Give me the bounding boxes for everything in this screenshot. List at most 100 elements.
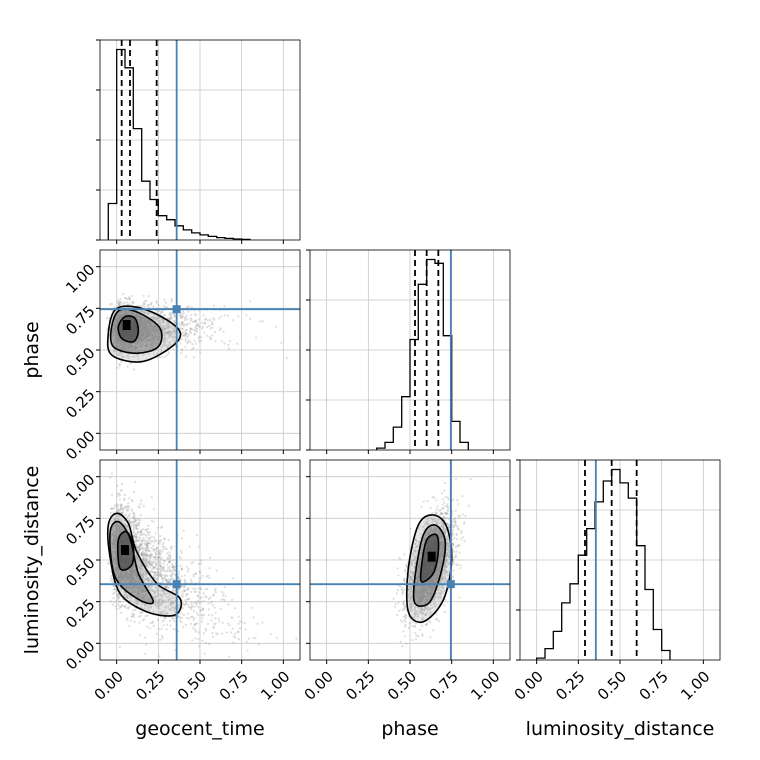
sample-point xyxy=(220,340,223,343)
sample-point xyxy=(190,603,193,606)
sample-point xyxy=(150,301,153,304)
sample-point xyxy=(172,601,175,604)
sample-point xyxy=(140,573,143,576)
sample-point xyxy=(133,534,136,537)
sample-point xyxy=(118,364,121,367)
sample-point xyxy=(143,606,146,610)
sample-point xyxy=(127,596,130,600)
sample-point xyxy=(171,338,174,341)
sample-point xyxy=(144,557,147,561)
sample-point xyxy=(202,609,205,612)
sample-point xyxy=(145,575,148,578)
sample-point xyxy=(166,580,169,584)
sample-point xyxy=(162,318,165,321)
sample-point xyxy=(152,597,155,600)
sample-point xyxy=(159,322,162,325)
sample-point xyxy=(183,589,186,592)
sample-point xyxy=(140,551,143,555)
sample-point xyxy=(137,560,140,563)
sample-point xyxy=(171,545,174,548)
sample-point xyxy=(189,616,193,619)
sample-point xyxy=(152,350,155,353)
sample-point xyxy=(139,568,142,571)
sample-point xyxy=(110,575,113,578)
sample-point xyxy=(206,587,209,591)
sample-point xyxy=(167,318,170,321)
sample-point xyxy=(145,551,148,554)
sample-point xyxy=(116,602,119,606)
sample-point xyxy=(155,587,158,590)
sample-point xyxy=(209,556,212,560)
sample-point xyxy=(191,343,194,346)
sample-point xyxy=(177,576,180,579)
sample-point xyxy=(140,564,143,567)
sample-point xyxy=(182,312,185,315)
sample-point xyxy=(118,353,121,356)
sample-point xyxy=(149,621,152,625)
sample-point xyxy=(159,553,162,556)
sample-point xyxy=(137,539,140,542)
sample-point xyxy=(180,312,183,315)
sample-point xyxy=(126,365,129,368)
sample-point xyxy=(216,633,219,636)
sample-point xyxy=(132,525,135,529)
sample-point xyxy=(208,608,211,611)
sample-point xyxy=(237,630,240,633)
sample-point xyxy=(119,508,122,511)
sample-point xyxy=(163,336,166,339)
sample-point xyxy=(169,331,172,334)
sample-point xyxy=(168,318,171,321)
sample-point xyxy=(142,572,145,576)
sample-point xyxy=(140,529,143,532)
sample-point xyxy=(127,297,131,300)
sample-point xyxy=(179,549,183,552)
sample-point xyxy=(138,544,141,547)
sample-point xyxy=(223,305,226,308)
sample-point xyxy=(113,518,116,521)
sample-point xyxy=(246,649,249,652)
sample-point xyxy=(163,344,166,347)
sample-point xyxy=(161,327,164,330)
sample-point xyxy=(118,509,121,512)
sample-point xyxy=(130,508,133,511)
sample-point xyxy=(118,600,121,603)
sample-point xyxy=(198,631,201,634)
sample-point xyxy=(203,321,206,325)
sample-point xyxy=(159,325,162,328)
sample-point xyxy=(150,316,153,319)
sample-point xyxy=(160,603,163,606)
sample-point xyxy=(193,320,196,323)
sample-point xyxy=(220,315,223,318)
sample-point xyxy=(119,504,122,507)
sample-point xyxy=(169,546,173,549)
sample-point xyxy=(169,316,173,319)
sample-point xyxy=(144,615,147,618)
sample-point xyxy=(144,554,148,557)
sample-point xyxy=(153,567,156,570)
sample-point xyxy=(192,601,195,604)
sample-point xyxy=(166,557,169,560)
sample-point xyxy=(132,531,136,534)
sample-point xyxy=(140,544,143,547)
sample-point xyxy=(237,315,240,318)
sample-point xyxy=(205,596,208,599)
sample-point xyxy=(184,334,187,337)
sample-point xyxy=(149,569,152,573)
panel-frame xyxy=(99,39,301,241)
sample-point xyxy=(194,572,197,575)
sample-point xyxy=(183,580,186,583)
sample-point xyxy=(178,313,181,316)
sample-point xyxy=(135,526,138,529)
sample-point xyxy=(161,635,164,638)
sample-point xyxy=(146,564,149,567)
sample-point xyxy=(165,585,168,588)
sample-point xyxy=(172,572,175,576)
sample-point xyxy=(122,302,125,305)
sample-point xyxy=(139,562,142,565)
sample-point xyxy=(155,557,158,561)
sample-point xyxy=(211,322,214,325)
sample-point xyxy=(156,586,159,589)
sample-point xyxy=(154,574,157,577)
sample-point xyxy=(128,514,131,518)
sample-point xyxy=(189,329,192,332)
